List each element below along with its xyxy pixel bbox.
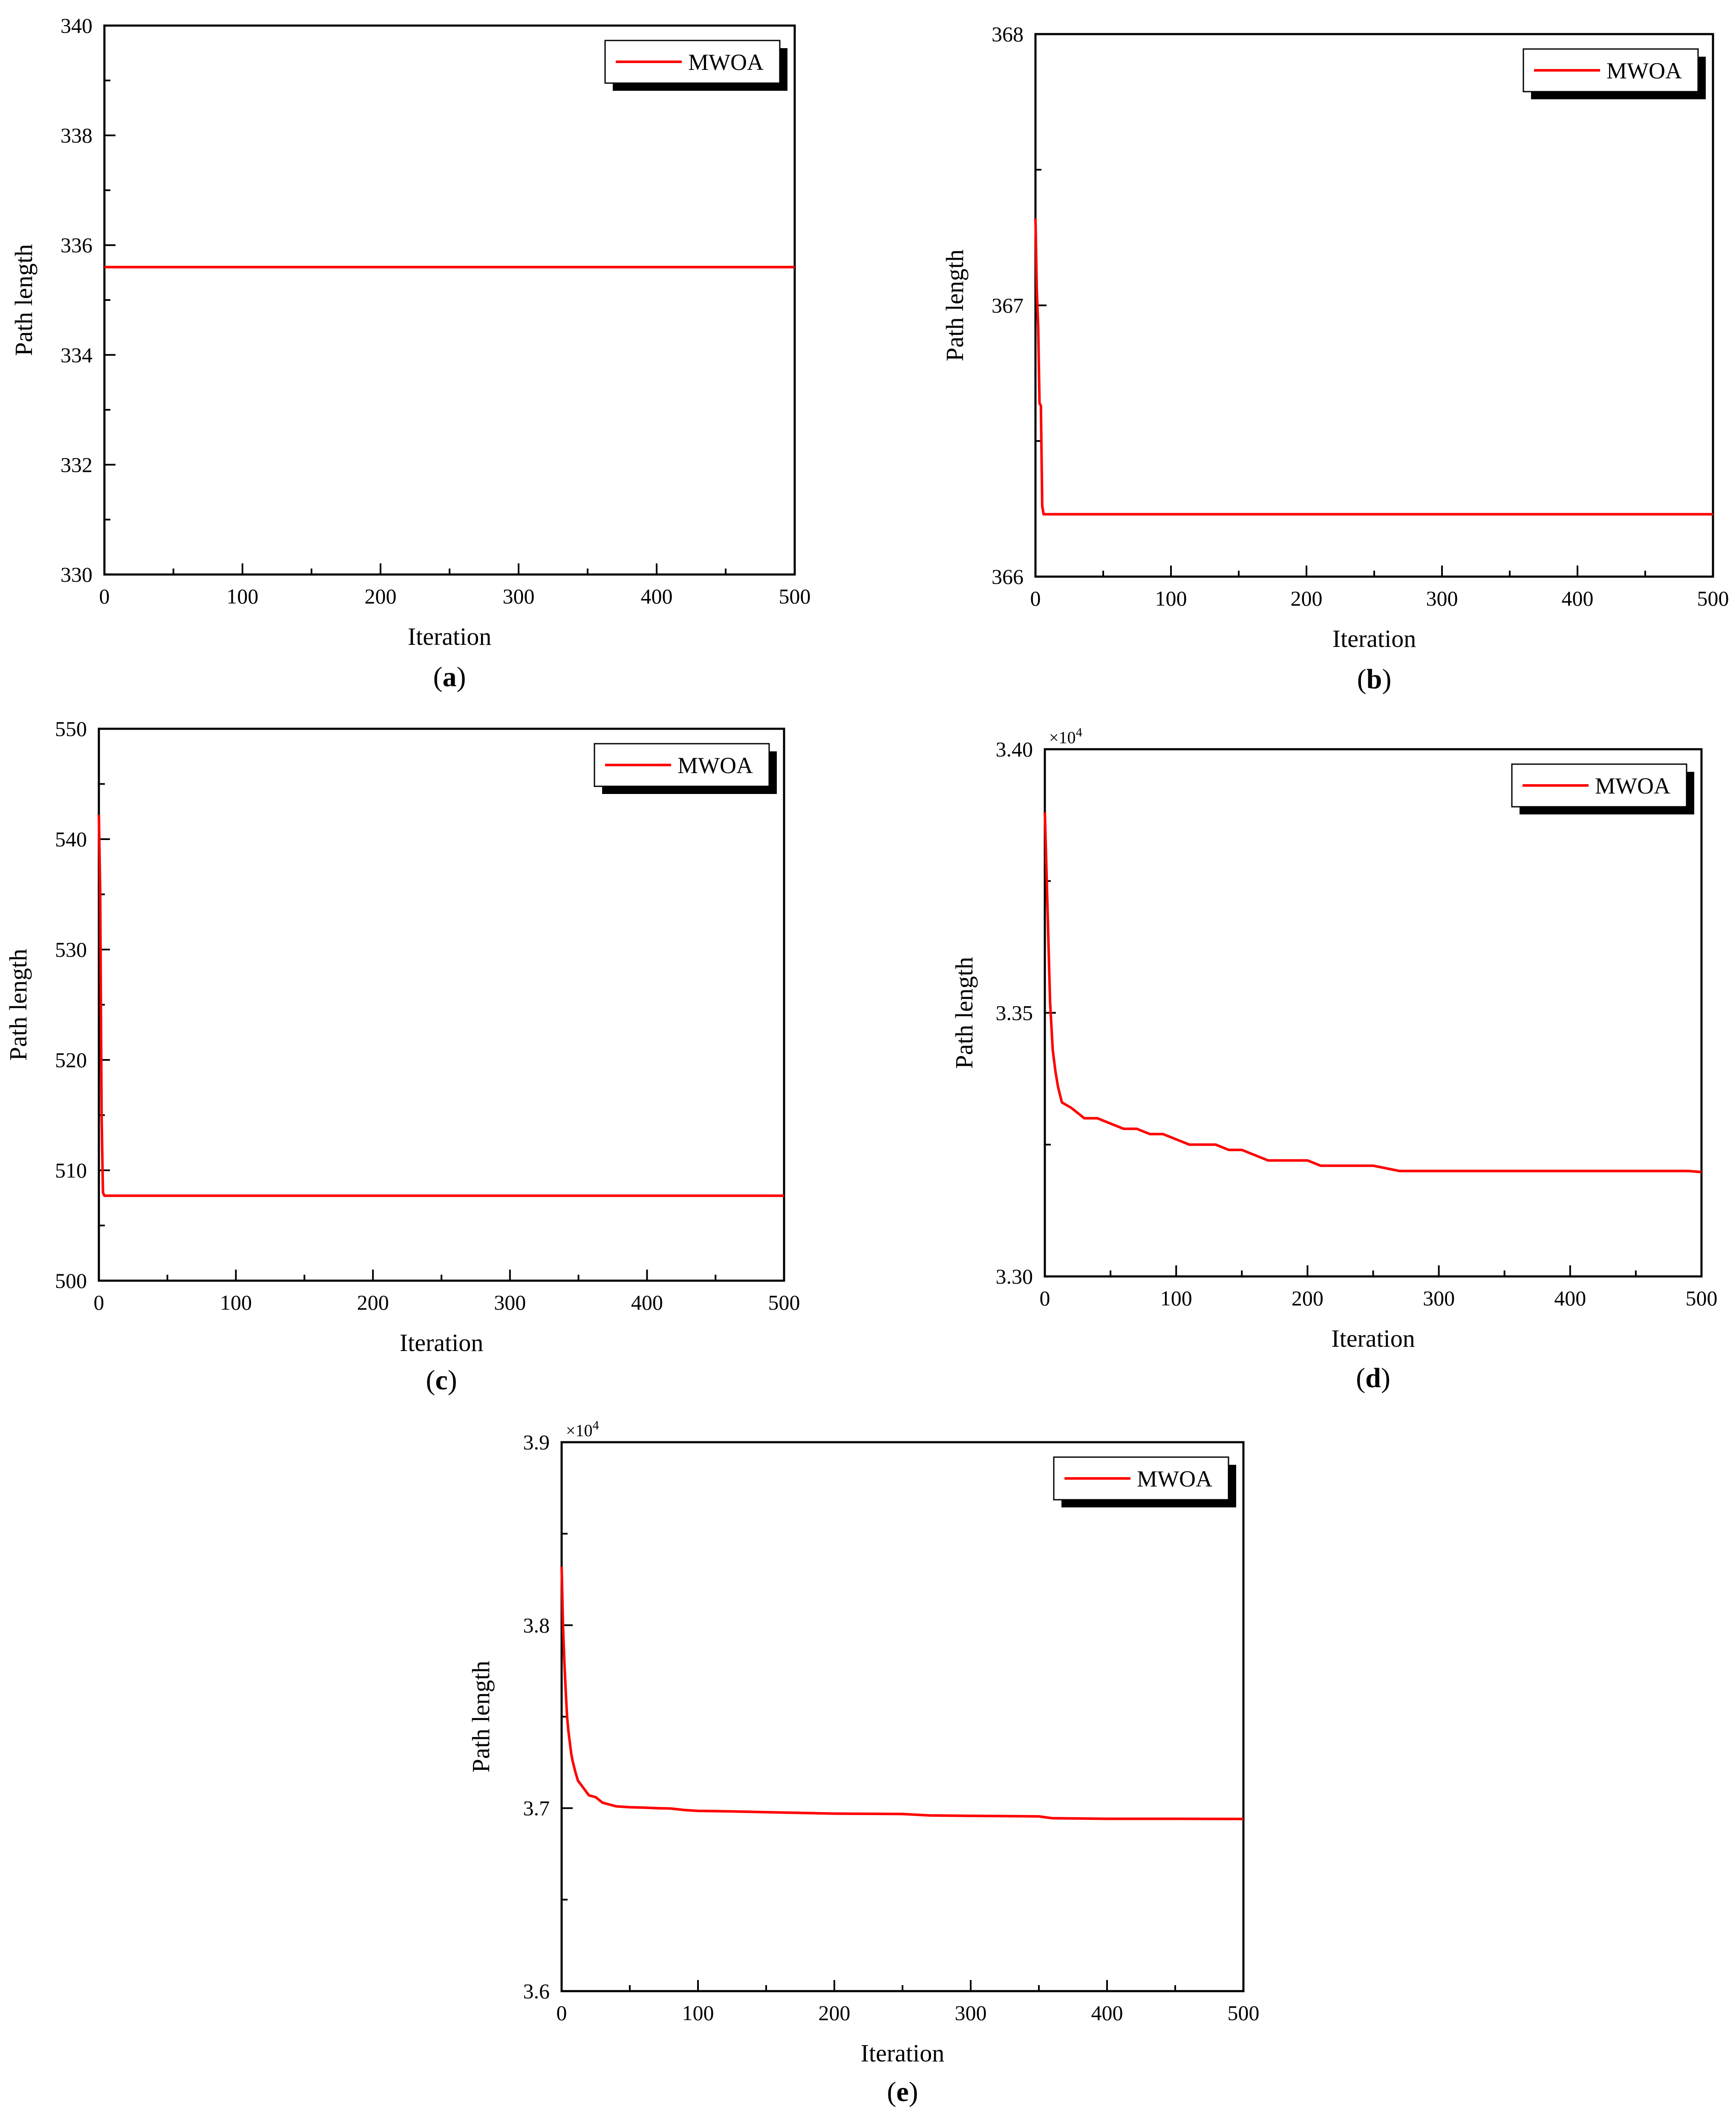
- y-tick-label: 3.7: [523, 1796, 550, 1820]
- series-line-mwoa: [560, 1566, 1244, 1820]
- x-tick-label: 300: [494, 1290, 526, 1314]
- plot-frame: [560, 1441, 1245, 1992]
- x-tick-label: 300: [503, 584, 535, 608]
- x-axis-label: Iteration: [861, 2039, 944, 2067]
- x-tick-label: 100: [1160, 1286, 1192, 1310]
- chart-panel-e: 0 100 200 300 400 500 3.6 3.7 3.8 3.9 ×104 Iteratio…: [467, 1418, 1260, 2107]
- y-tick-label: 530: [55, 938, 87, 961]
- y-tick-label: 338: [61, 124, 92, 147]
- x-tick-label: 100: [682, 2001, 714, 2025]
- x-tick-label: 400: [631, 1290, 663, 1314]
- plot-frame: [1034, 33, 1714, 578]
- chart-panel-b: 0 100 200 300 400 500 366 367 368 Iteration Path l…: [941, 22, 1729, 695]
- y-axis-label: Path length: [950, 957, 978, 1069]
- x-axis-label: Iteration: [408, 623, 491, 650]
- x-tick-label: 400: [1091, 2001, 1123, 2025]
- panel-caption: (e): [887, 2076, 918, 2107]
- x-axis-label: Iteration: [1331, 1325, 1415, 1352]
- x-tick-label: 200: [357, 1290, 389, 1314]
- x-tick-label: 500: [1686, 1286, 1718, 1310]
- x-tick-label: 100: [1155, 586, 1187, 610]
- y-tick-label: 3.40: [996, 737, 1033, 761]
- series-line-mwoa: [1044, 812, 1702, 1174]
- plot-frame: [98, 727, 785, 1282]
- y-tick-label: 332: [61, 453, 92, 476]
- series-line-mwoa: [98, 814, 784, 1197]
- x-tick-label: 0: [1030, 586, 1041, 610]
- x-tick-label: 100: [220, 1290, 252, 1314]
- y-tick-label: 3.8: [523, 1613, 550, 1637]
- panel-caption: (c): [426, 1365, 457, 1396]
- x-tick-label: 0: [94, 1290, 104, 1314]
- y-tick-label: 368: [992, 22, 1024, 46]
- panel-caption: (a): [433, 661, 466, 693]
- y-tick-label: 540: [55, 827, 87, 851]
- y-tick-label: 340: [61, 14, 92, 38]
- x-tick-label: 500: [768, 1290, 800, 1314]
- y-tick-label: 520: [55, 1048, 87, 1072]
- legend: MWOA: [1523, 48, 1706, 99]
- x-tick-label: 400: [1554, 1286, 1586, 1310]
- panel-caption: (d): [1356, 1363, 1390, 1394]
- legend-label: MWOA: [1137, 1466, 1212, 1492]
- y-tick-label: 510: [55, 1158, 87, 1182]
- plot-frame: [1044, 748, 1703, 1278]
- legend-label: MWOA: [678, 753, 753, 778]
- legend: MWOA: [604, 40, 787, 91]
- legend: MWOA: [1511, 763, 1694, 814]
- y-tick-label: 367: [992, 294, 1024, 318]
- y-tick-label: 550: [55, 717, 87, 741]
- legend-box: [1511, 763, 1687, 808]
- y-exponent-label: ×104: [1049, 725, 1082, 747]
- x-tick-label: 200: [1292, 1286, 1324, 1310]
- chart-panel-c: 0 100 200 300 400 500 500 510 520 530 540 550 Iterat…: [4, 717, 800, 1396]
- x-axis-label: Iteration: [400, 1329, 483, 1357]
- y-tick-label: 500: [55, 1269, 87, 1293]
- x-tick-label: 300: [1426, 586, 1458, 610]
- y-axis-label: Path length: [4, 949, 32, 1061]
- chart-panel-a: 0 100 200 300 400 500 330 332 334 336 338 340 Iterat…: [10, 14, 811, 693]
- x-tick-label: 500: [1697, 586, 1729, 610]
- y-tick-label: 3.30: [996, 1264, 1033, 1288]
- x-tick-label: 100: [227, 584, 259, 608]
- y-exponent-label: ×104: [566, 1418, 599, 1440]
- legend-label: MWOA: [1595, 773, 1670, 799]
- legend: MWOA: [1053, 1456, 1236, 1507]
- x-tick-label: 400: [1562, 586, 1594, 610]
- panel-caption: (b): [1357, 664, 1392, 695]
- chart-panel-d: 0 100 200 300 400 500 3.30 3.35 3.40 ×104 Iteratio…: [950, 725, 1718, 1394]
- x-tick-label: 0: [1040, 1286, 1050, 1310]
- y-tick-label: 330: [61, 563, 92, 586]
- x-tick-label: 0: [557, 2001, 567, 2025]
- y-axis-label: Path length: [467, 1661, 495, 1773]
- plot-frame: [103, 24, 796, 576]
- y-tick-label: 334: [61, 343, 92, 367]
- x-tick-label: 300: [1423, 1286, 1455, 1310]
- y-tick-label: 336: [61, 233, 92, 257]
- x-tick-label: 200: [365, 584, 397, 608]
- x-tick-label: 0: [99, 584, 110, 608]
- y-tick-label: 3.9: [523, 1430, 550, 1454]
- legend-label: MWOA: [688, 49, 764, 75]
- y-axis-label: Path length: [941, 249, 969, 361]
- y-tick-label: 3.6: [523, 1979, 550, 2003]
- x-axis-label: Iteration: [1332, 625, 1416, 652]
- legend: MWOA: [594, 743, 777, 794]
- x-tick-label: 500: [779, 584, 811, 608]
- y-tick-label: 3.35: [996, 1001, 1033, 1025]
- y-axis-label: Path length: [10, 244, 37, 356]
- legend-label: MWOA: [1606, 58, 1682, 84]
- x-tick-label: 200: [819, 2001, 851, 2025]
- x-tick-label: 500: [1228, 2001, 1260, 2025]
- series-line-mwoa: [1034, 218, 1713, 516]
- y-tick-label: 366: [992, 565, 1024, 589]
- x-tick-label: 300: [955, 2001, 987, 2025]
- x-tick-label: 400: [641, 584, 673, 608]
- x-tick-label: 200: [1291, 586, 1323, 610]
